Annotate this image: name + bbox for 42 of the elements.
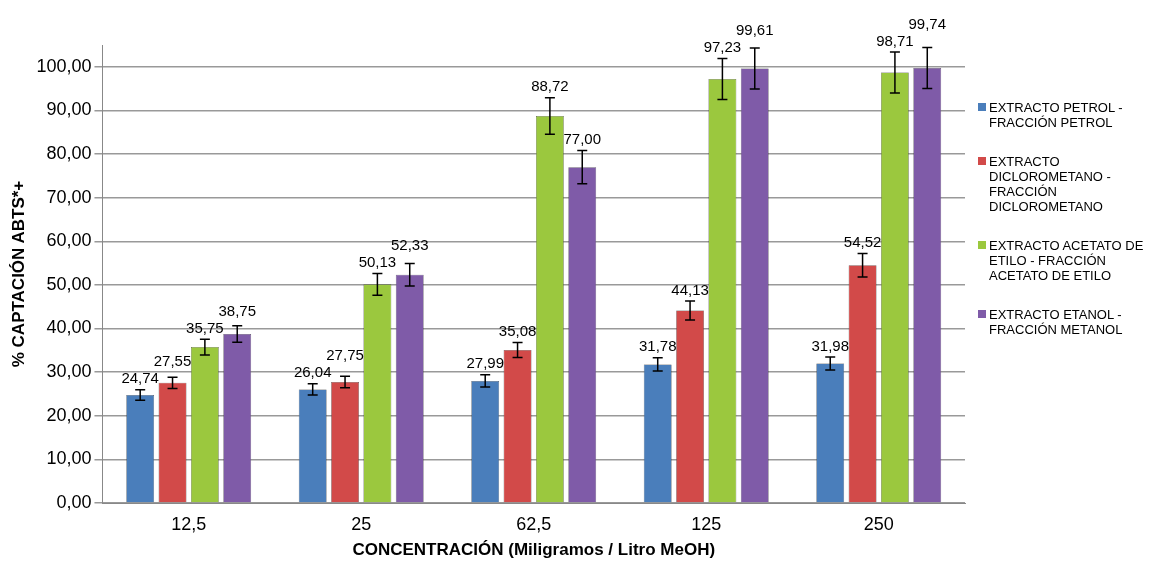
data-label: 35,08 bbox=[498, 322, 537, 340]
y-tick-label: 0,00 bbox=[56, 491, 92, 512]
y-tick-label: 60,00 bbox=[46, 230, 92, 251]
y-tick-label: 70,00 bbox=[46, 186, 92, 207]
y-tick-label: 10,00 bbox=[46, 448, 92, 469]
data-label: 27,75 bbox=[326, 346, 364, 364]
y-tick-label: 40,00 bbox=[46, 317, 92, 338]
x-tick-label: 25 bbox=[351, 513, 372, 534]
x-tick-label: 62,5 bbox=[516, 513, 552, 534]
y-tick-label: 50,00 bbox=[46, 273, 92, 294]
legend-label: EXTRACTO ETANOL - FRACCIÓN METANOL bbox=[989, 307, 1124, 337]
y-tick-label: 20,00 bbox=[46, 404, 92, 425]
y-tick-label: 90,00 bbox=[46, 99, 92, 120]
data-label: 99,61 bbox=[735, 21, 774, 39]
x-tick-label: 12,5 bbox=[171, 513, 207, 534]
data-label: 24,74 bbox=[121, 369, 159, 387]
data-label: 50,13 bbox=[358, 253, 397, 271]
data-label: 26,04 bbox=[293, 363, 332, 381]
data-label: 98,71 bbox=[876, 31, 914, 49]
legend-label: EXTRACTO PETROL - FRACCIÓN PETROL bbox=[989, 100, 1124, 130]
legend-label: EXTRACTO DICLOROMETANO - FRACCIÓN DICLOROMETANO bbox=[989, 154, 1112, 214]
x-tick-label: 250 bbox=[863, 513, 894, 534]
data-label: 99,74 bbox=[908, 14, 947, 32]
data-label: 31,98 bbox=[811, 336, 849, 354]
data-label: 77,00 bbox=[563, 130, 602, 148]
x-axis-title: CONCENTRACIÓN (Miligramos / Litro MeOH) bbox=[352, 540, 716, 560]
y-tick-label: 100,00 bbox=[36, 55, 92, 76]
data-label: 27,55 bbox=[153, 352, 192, 370]
data-label: 38,75 bbox=[218, 301, 256, 319]
data-label: 97,23 bbox=[703, 38, 742, 56]
data-label: 44,13 bbox=[671, 280, 709, 298]
data-label: 88,72 bbox=[531, 77, 569, 95]
y-tick-label: 30,00 bbox=[46, 361, 92, 382]
data-label: 54,52 bbox=[843, 233, 882, 251]
legend-label: EXTRACTO ACETATO DE ETILO - FRACCIÓN ACETATO DE ETILO bbox=[989, 238, 1145, 283]
y-axis-title: % CAPTACIÓN ABTS*+ bbox=[8, 180, 28, 368]
data-label: 31,78 bbox=[638, 337, 677, 355]
data-label: 27,99 bbox=[466, 354, 504, 372]
x-tick-label: 125 bbox=[691, 513, 722, 534]
data-label: 35,75 bbox=[186, 318, 224, 336]
data-label: 52,33 bbox=[390, 236, 429, 254]
y-tick-label: 80,00 bbox=[46, 143, 92, 164]
